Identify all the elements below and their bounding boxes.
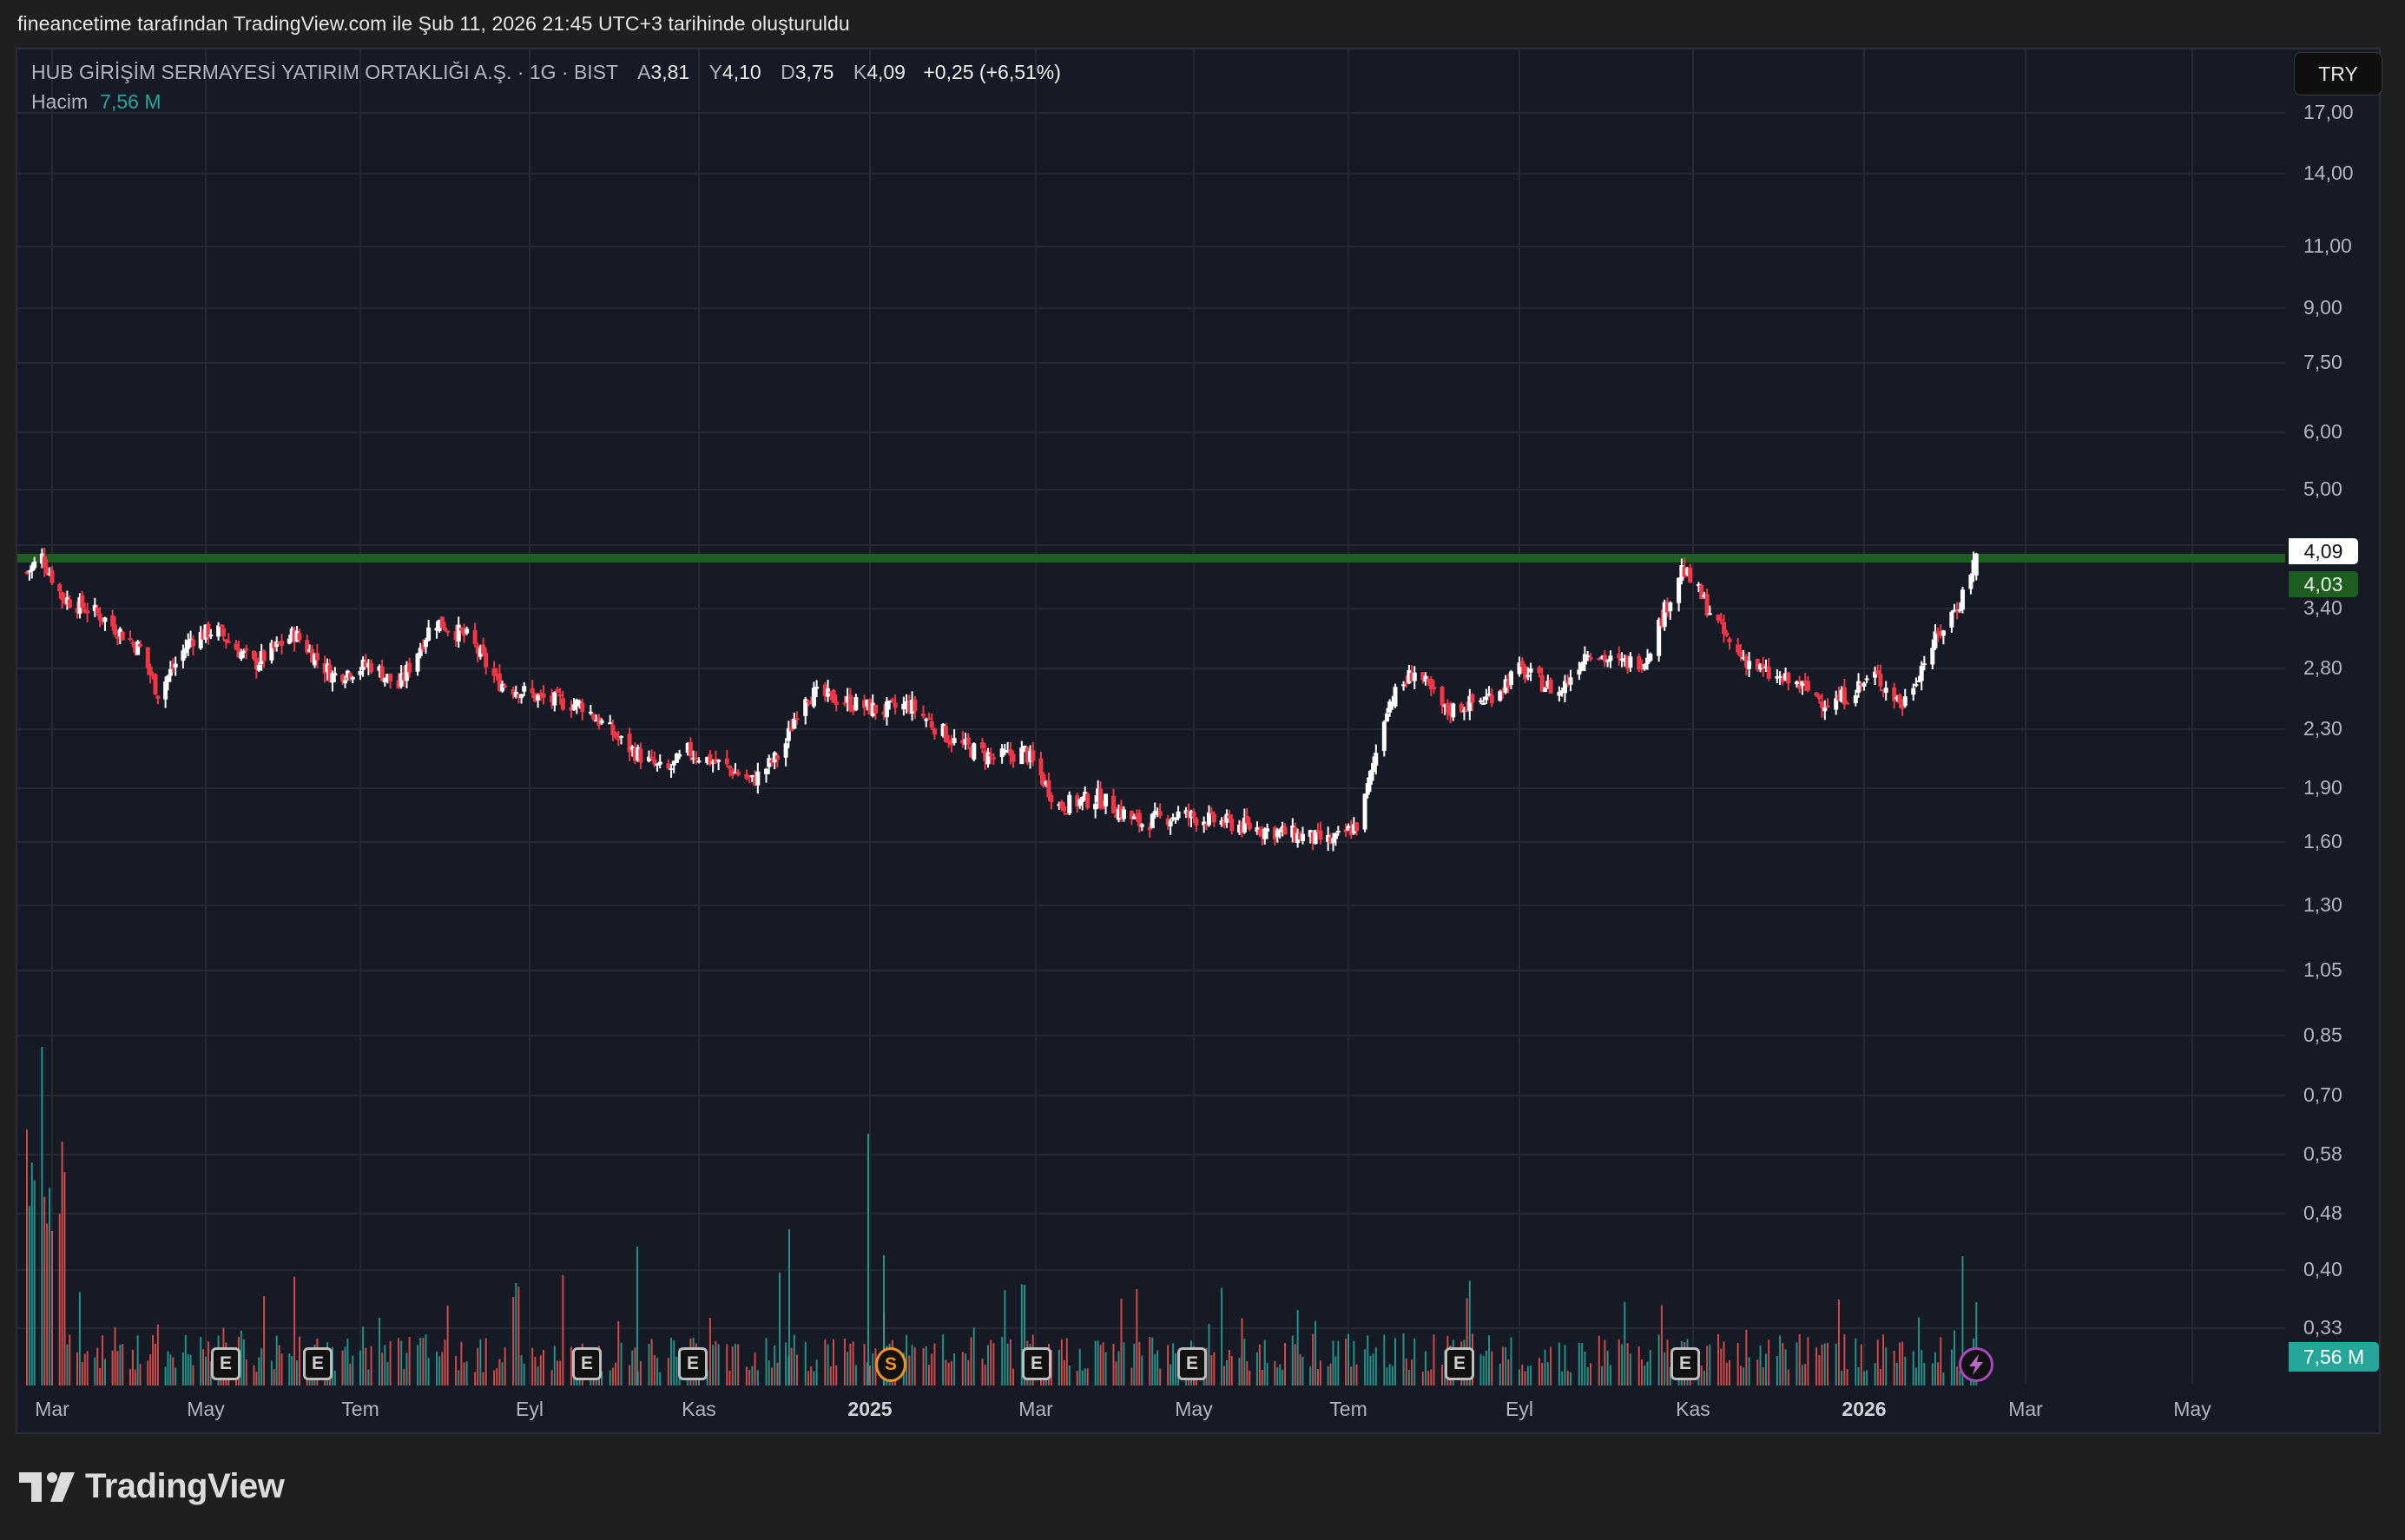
price-axis-label: 7,50 (2303, 351, 2342, 373)
time-axis-label: May (187, 1398, 225, 1420)
price-axis-label: 11,00 (2303, 234, 2352, 257)
earnings-marker[interactable]: E (678, 1347, 708, 1380)
price-axis-label: 0,85 (2303, 1023, 2342, 1046)
time-axis-label: Eyl (1506, 1398, 1533, 1420)
chart-credit: fineancetime tarafından TradingView.com … (17, 12, 850, 35)
price-axis-label: 3,40 (2303, 596, 2342, 619)
price-axis-label: 5,00 (2303, 477, 2342, 500)
price-axis-label: 0,40 (2303, 1258, 2342, 1280)
brand-name: TradingView (85, 1467, 285, 1505)
price-axis-label: 0,70 (2303, 1083, 2342, 1106)
time-axis-label: Mar (1018, 1398, 1053, 1420)
symbol-legend: HUB GİRİŞİM SERMAYESİ YATIRIM ORTAKLIĞI … (31, 61, 1061, 84)
volume-value: 7,56 M (100, 90, 161, 113)
time-axis-label: Kas (682, 1398, 716, 1420)
candles (24, 547, 1979, 852)
price-axis-label: 0,58 (2303, 1142, 2342, 1165)
price-axis-label: 0,33 (2303, 1316, 2342, 1339)
earnings-marker[interactable]: E (211, 1347, 240, 1380)
close-label: K (853, 61, 867, 83)
high-value: 4,10 (722, 61, 761, 83)
price-axis-label: 1,60 (2303, 830, 2342, 852)
time-axis-label: Mar (2008, 1398, 2043, 1420)
time-axis-label: Eyl (516, 1398, 544, 1420)
change-value: +0,25 (+6,51%) (923, 61, 1061, 83)
time-axis-label: Kas (1676, 1398, 1710, 1420)
time-axis-label: Tem (341, 1398, 379, 1420)
open-value: 3,81 (650, 61, 690, 83)
time-axis-label: May (1175, 1398, 1213, 1420)
lightning-icon[interactable] (1959, 1347, 1993, 1382)
price-axis-label: 1,05 (2303, 958, 2342, 981)
time-axis-label: Tem (1329, 1398, 1367, 1420)
chart-panel[interactable] (16, 48, 2381, 1434)
low-value: 3,75 (794, 61, 834, 83)
open-label: A (637, 61, 651, 83)
price-axis-label: 1,30 (2303, 893, 2342, 916)
price-axis-label: 9,00 (2303, 296, 2342, 319)
earnings-marker[interactable]: E (1445, 1347, 1474, 1380)
price-axis-label: 6,00 (2303, 420, 2342, 443)
horizontal-line-4-03 (17, 554, 2285, 563)
earnings-marker[interactable]: E (1177, 1347, 1207, 1380)
price-axis-label: 2,30 (2303, 717, 2342, 740)
horizontal-line-price-tag: 4,03 (2289, 571, 2358, 597)
volume-bars (25, 1047, 1978, 1385)
price-axis-label: 0,48 (2303, 1201, 2342, 1224)
currency-button[interactable]: TRY (2294, 52, 2382, 95)
price-axis-label: 1,90 (2303, 776, 2342, 799)
close-value: 4,09 (866, 61, 906, 83)
symbol-title[interactable]: HUB GİRİŞİM SERMAYESİ YATIRIM ORTAKLIĞI … (31, 61, 618, 83)
price-axis-label: 14,00 (2303, 161, 2354, 184)
time-axis-label: 2026 (1842, 1398, 1887, 1420)
time-axis-label: 2025 (847, 1398, 893, 1420)
earnings-marker[interactable]: E (1670, 1347, 1700, 1380)
tradingview-logo: TradingView (19, 1467, 285, 1506)
volume-legend: Hacim 7,56 M (31, 90, 161, 114)
price-axis-label: 2,80 (2303, 656, 2342, 679)
time-axis-label: Mar (35, 1398, 69, 1420)
low-label: D (781, 61, 795, 83)
volume-tag: 7,56 M (2289, 1342, 2379, 1372)
earnings-marker[interactable]: E (572, 1347, 602, 1380)
price-axis-label: 17,00 (2303, 101, 2354, 123)
volume-label[interactable]: Hacim (31, 90, 89, 113)
earnings-marker[interactable]: E (303, 1347, 333, 1380)
last-price-tag: 4,09 (2289, 538, 2358, 564)
tradingview-logo-icon (19, 1471, 75, 1502)
earnings-marker[interactable]: E (1022, 1347, 1051, 1380)
time-axis-label: May (2173, 1398, 2211, 1420)
high-label: Y (708, 61, 722, 83)
split-marker[interactable]: S (875, 1347, 906, 1382)
